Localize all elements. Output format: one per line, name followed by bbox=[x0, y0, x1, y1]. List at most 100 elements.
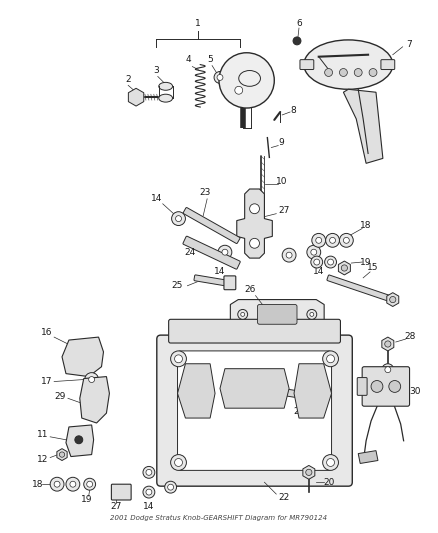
Text: 26: 26 bbox=[244, 285, 255, 294]
Text: 1: 1 bbox=[195, 19, 201, 28]
Text: 30: 30 bbox=[410, 387, 421, 396]
FancyBboxPatch shape bbox=[357, 377, 367, 395]
Text: 16: 16 bbox=[40, 328, 52, 337]
Circle shape bbox=[369, 69, 377, 76]
Text: 2: 2 bbox=[125, 75, 131, 84]
FancyBboxPatch shape bbox=[278, 388, 325, 402]
Polygon shape bbox=[339, 261, 350, 275]
Circle shape bbox=[316, 237, 321, 243]
FancyBboxPatch shape bbox=[183, 207, 240, 244]
Text: 22: 22 bbox=[279, 492, 290, 502]
Polygon shape bbox=[387, 293, 399, 306]
Circle shape bbox=[168, 484, 173, 490]
Circle shape bbox=[84, 478, 95, 490]
Circle shape bbox=[339, 233, 353, 247]
Circle shape bbox=[66, 477, 80, 491]
Circle shape bbox=[218, 245, 232, 259]
Circle shape bbox=[328, 259, 333, 265]
Circle shape bbox=[214, 71, 226, 83]
Circle shape bbox=[327, 355, 335, 363]
Polygon shape bbox=[343, 89, 383, 163]
FancyBboxPatch shape bbox=[169, 319, 340, 343]
Circle shape bbox=[293, 37, 301, 45]
Ellipse shape bbox=[304, 40, 393, 89]
FancyBboxPatch shape bbox=[381, 60, 395, 69]
Circle shape bbox=[60, 452, 65, 457]
FancyBboxPatch shape bbox=[362, 367, 410, 406]
Text: 25: 25 bbox=[293, 407, 305, 416]
Text: 14: 14 bbox=[313, 268, 325, 277]
Circle shape bbox=[143, 466, 155, 478]
Circle shape bbox=[312, 233, 325, 247]
FancyBboxPatch shape bbox=[183, 236, 240, 269]
Circle shape bbox=[325, 69, 332, 76]
Circle shape bbox=[217, 75, 223, 80]
Circle shape bbox=[219, 53, 274, 108]
Polygon shape bbox=[66, 425, 94, 457]
Circle shape bbox=[385, 367, 391, 373]
Polygon shape bbox=[237, 189, 272, 258]
FancyBboxPatch shape bbox=[224, 276, 236, 290]
Polygon shape bbox=[382, 337, 394, 351]
Text: 23: 23 bbox=[199, 189, 211, 197]
Circle shape bbox=[354, 69, 362, 76]
Circle shape bbox=[325, 233, 339, 247]
Text: 17: 17 bbox=[40, 377, 52, 386]
Text: 28: 28 bbox=[404, 332, 415, 341]
Circle shape bbox=[325, 256, 336, 268]
Text: 27: 27 bbox=[279, 206, 290, 215]
Ellipse shape bbox=[159, 94, 173, 102]
Circle shape bbox=[382, 364, 394, 376]
Text: 18: 18 bbox=[32, 480, 43, 489]
FancyBboxPatch shape bbox=[157, 335, 352, 486]
Polygon shape bbox=[80, 377, 110, 423]
Circle shape bbox=[307, 310, 317, 319]
Circle shape bbox=[238, 310, 247, 319]
Circle shape bbox=[343, 237, 350, 243]
Text: 25: 25 bbox=[172, 281, 183, 290]
Text: 5: 5 bbox=[207, 55, 213, 64]
Circle shape bbox=[171, 455, 187, 471]
Circle shape bbox=[341, 265, 347, 271]
Circle shape bbox=[282, 248, 296, 262]
Circle shape bbox=[175, 355, 183, 363]
Circle shape bbox=[371, 381, 383, 392]
Circle shape bbox=[146, 470, 152, 475]
Text: 19: 19 bbox=[81, 495, 92, 504]
Text: 4: 4 bbox=[186, 55, 191, 64]
FancyBboxPatch shape bbox=[194, 275, 226, 286]
Text: 27: 27 bbox=[111, 503, 122, 511]
Circle shape bbox=[306, 469, 312, 475]
Circle shape bbox=[85, 373, 99, 386]
Circle shape bbox=[329, 237, 336, 243]
Circle shape bbox=[172, 212, 185, 225]
Circle shape bbox=[235, 86, 243, 94]
Polygon shape bbox=[177, 364, 215, 418]
Text: 11: 11 bbox=[36, 430, 48, 439]
Polygon shape bbox=[230, 300, 324, 329]
Circle shape bbox=[390, 296, 396, 303]
Polygon shape bbox=[220, 369, 289, 408]
Circle shape bbox=[176, 216, 181, 222]
Text: 14: 14 bbox=[143, 503, 155, 511]
Text: 12: 12 bbox=[37, 455, 48, 464]
Text: 7: 7 bbox=[406, 41, 413, 50]
FancyBboxPatch shape bbox=[177, 351, 332, 471]
Text: 15: 15 bbox=[367, 263, 379, 272]
FancyBboxPatch shape bbox=[258, 304, 297, 324]
Text: 24: 24 bbox=[185, 248, 196, 257]
FancyBboxPatch shape bbox=[111, 484, 131, 500]
Circle shape bbox=[307, 245, 321, 259]
Text: 20: 20 bbox=[323, 478, 334, 487]
Polygon shape bbox=[294, 364, 332, 418]
Circle shape bbox=[222, 249, 228, 255]
Text: 9: 9 bbox=[278, 138, 284, 147]
Circle shape bbox=[389, 381, 401, 392]
Circle shape bbox=[314, 259, 320, 265]
Text: 14: 14 bbox=[151, 195, 162, 204]
Text: 2001 Dodge Stratus Knob-GEARSHIFT Diagram for MR790124: 2001 Dodge Stratus Knob-GEARSHIFT Diagra… bbox=[110, 515, 328, 521]
Circle shape bbox=[143, 486, 155, 498]
Circle shape bbox=[175, 458, 183, 466]
Text: 29: 29 bbox=[54, 392, 66, 401]
Circle shape bbox=[323, 455, 339, 471]
